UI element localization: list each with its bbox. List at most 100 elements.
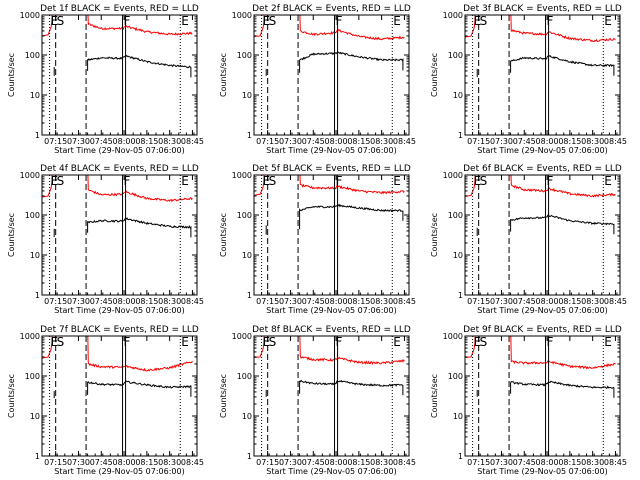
panel-title: Det 5f BLACK = Events, RED = LLD xyxy=(252,164,411,174)
marker-label: F xyxy=(547,14,554,28)
marker-label: F xyxy=(336,174,343,188)
x-tick-label: 07:30 xyxy=(67,458,90,467)
x-tick-label: 07:30 xyxy=(67,137,90,146)
marker-label: E xyxy=(263,174,271,188)
marker-label: E xyxy=(604,335,612,349)
x-tick-label: 08:30 xyxy=(370,458,393,467)
marker-label: E xyxy=(181,14,189,28)
y-tick-label: 1 xyxy=(247,452,252,461)
y-tick-label: 1000 xyxy=(232,171,252,180)
y-tick-label: 10 xyxy=(453,91,463,100)
y-tick-label: 1000 xyxy=(443,171,463,180)
plot-frame xyxy=(253,14,410,136)
plot-area xyxy=(465,336,616,398)
x-tick-label: 08:45 xyxy=(181,458,204,467)
x-tick-label: 07:15 xyxy=(44,137,67,146)
series-line-lld xyxy=(254,175,405,196)
x-tick-label: 07:15 xyxy=(256,137,279,146)
x-tick-label: 08:00 xyxy=(536,297,559,306)
marker-label: S xyxy=(480,335,488,349)
y-tick-label: 10 xyxy=(30,251,40,260)
x-tick-label: 07:15 xyxy=(44,458,67,467)
y-axis-label: Counts/sec xyxy=(430,213,439,257)
plot-area xyxy=(465,175,616,236)
y-tick-label: 100 xyxy=(237,372,252,381)
x-tick-label: 08:15 xyxy=(135,297,158,306)
marker-label: E xyxy=(393,174,401,188)
y-tick-label: 1000 xyxy=(443,332,463,341)
x-tick-label: 08:30 xyxy=(581,297,604,306)
x-tick-label: 08:00 xyxy=(325,297,348,306)
y-tick-label: 1 xyxy=(35,131,40,140)
x-tick-label: 07:45 xyxy=(513,297,536,306)
y-tick-label: 1000 xyxy=(232,332,252,341)
x-tick-label: 08:00 xyxy=(536,458,559,467)
marker-label: S xyxy=(480,14,488,28)
y-tick-label: 1000 xyxy=(443,11,463,20)
y-tick-label: 1 xyxy=(247,291,252,300)
series-line-lld xyxy=(254,336,405,366)
x-tick-label: 08:15 xyxy=(347,297,370,306)
plot-frame xyxy=(253,335,410,457)
marker-label: E xyxy=(393,335,401,349)
marker-label: E xyxy=(51,335,59,349)
x-tick-label: 08:30 xyxy=(158,137,181,146)
x-tick-label: 08:00 xyxy=(325,137,348,146)
x-tick-label: 08:15 xyxy=(558,458,581,467)
marker-label: E xyxy=(474,335,482,349)
x-tick-label: 07:15 xyxy=(44,297,67,306)
x-tick-label: 07:45 xyxy=(90,137,113,146)
marker-label: E xyxy=(181,335,189,349)
x-tick-label: 07:30 xyxy=(279,137,302,146)
x-tick-label: 08:30 xyxy=(158,297,181,306)
x-tick-label: 08:15 xyxy=(347,458,370,467)
marker-label: E xyxy=(604,174,612,188)
x-tick-label: 08:15 xyxy=(558,297,581,306)
marker-label: E xyxy=(393,14,401,28)
plot-frame xyxy=(253,174,410,296)
x-tick-label: 08:45 xyxy=(604,458,627,467)
x-tick-label: 07:30 xyxy=(490,458,513,467)
marker-label: F xyxy=(124,14,131,28)
x-tick-label: 08:15 xyxy=(135,137,158,146)
x-tick-label: 07:15 xyxy=(467,137,490,146)
x-tick-label: 08:15 xyxy=(558,137,581,146)
x-tick-label: 07:45 xyxy=(90,297,113,306)
y-tick-label: 100 xyxy=(448,372,463,381)
plot-frame xyxy=(464,335,621,457)
x-tick-label: 08:30 xyxy=(158,458,181,467)
y-axis-label: Counts/sec xyxy=(219,374,228,418)
marker-label: E xyxy=(51,14,59,28)
series-line-lld xyxy=(465,336,616,370)
x-tick-label: 08:15 xyxy=(135,458,158,467)
x-tick-label: 07:45 xyxy=(513,137,536,146)
series-line-events xyxy=(265,379,404,397)
x-tick-label: 07:30 xyxy=(279,297,302,306)
series-line-events xyxy=(476,54,615,78)
x-tick-label: 07:15 xyxy=(467,297,490,306)
x-axis-label: Start Time (29-Nov-05 07:06:00) xyxy=(54,306,184,315)
series-line-lld xyxy=(42,336,193,372)
panel-title: Det 2f BLACK = Events, RED = LLD xyxy=(252,4,411,14)
x-axis-label: Start Time (29-Nov-05 07:06:00) xyxy=(54,146,184,155)
y-tick-label: 1000 xyxy=(232,11,252,20)
x-axis-label: Start Time (29-Nov-05 07:06:00) xyxy=(54,467,184,476)
series-line-events xyxy=(53,380,192,399)
plot-frame xyxy=(41,174,198,296)
y-tick-label: 1 xyxy=(458,291,463,300)
y-tick-label: 10 xyxy=(453,412,463,421)
marker-label: S xyxy=(269,335,277,349)
series-line-events xyxy=(265,203,404,235)
x-tick-label: 08:30 xyxy=(370,137,393,146)
y-tick-label: 100 xyxy=(25,211,40,220)
marker-label: S xyxy=(57,335,65,349)
marker-label: E xyxy=(51,174,59,188)
marker-label: S xyxy=(269,14,277,28)
x-axis-label: Start Time (29-Nov-05 07:06:00) xyxy=(477,306,607,315)
x-tick-label: 08:30 xyxy=(581,458,604,467)
plot-area xyxy=(254,336,405,397)
